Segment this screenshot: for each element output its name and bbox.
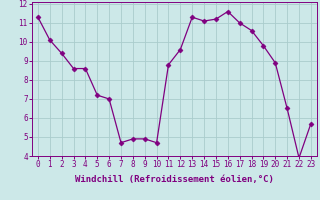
X-axis label: Windchill (Refroidissement éolien,°C): Windchill (Refroidissement éolien,°C) [75, 175, 274, 184]
